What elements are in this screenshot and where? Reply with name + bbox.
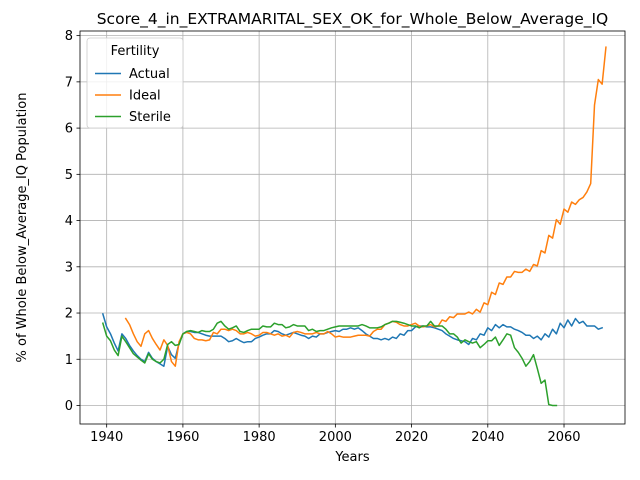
y-axis-ticks: 0 1 2 3 4 5 6 7 8 — [65, 29, 80, 414]
legend-box — [86, 37, 184, 129]
y-tick-label: 3 — [65, 260, 73, 275]
legend-entry-ideal: Ideal — [129, 89, 161, 104]
x-tick-label: 2060 — [547, 430, 580, 445]
legend-entry-sterile: Sterile — [129, 110, 171, 125]
x-tick-label: 1980 — [243, 430, 276, 445]
y-axis-label: % of Whole Below_Average_IQ Population — [15, 93, 30, 363]
legend-title: Fertility — [111, 44, 160, 59]
y-tick-label: 6 — [65, 122, 73, 137]
x-tick-label: 1960 — [166, 430, 199, 445]
y-tick-label: 2 — [65, 307, 73, 322]
y-tick-label: 4 — [65, 214, 73, 229]
y-tick-label: 7 — [65, 75, 73, 90]
x-axis-ticks: 1940 1960 1980 2000 2020 2040 2060 — [90, 424, 581, 445]
y-tick-label: 0 — [65, 399, 73, 414]
x-tick-label: 2040 — [471, 430, 504, 445]
series-line-sterile — [101, 320, 558, 407]
y-tick-label: 1 — [65, 353, 73, 368]
y-tick-label: 5 — [65, 168, 73, 183]
series-line-ideal — [124, 46, 607, 367]
plot-area-frame — [79, 30, 626, 425]
chart-title: Score_4_in_EXTRAMARITAL_SEX_OK_for_Whole… — [97, 10, 609, 29]
y-tick-label: 8 — [65, 29, 73, 44]
x-axis-label: Years — [334, 450, 370, 465]
legend-entry-actual: Actual — [129, 67, 170, 82]
x-tick-label: 1940 — [90, 430, 123, 445]
x-tick-label: 2020 — [395, 430, 428, 445]
x-tick-label: 2000 — [319, 430, 352, 445]
legend: Fertility Actual Ideal Sterile — [86, 37, 184, 129]
series-lines — [101, 46, 607, 407]
